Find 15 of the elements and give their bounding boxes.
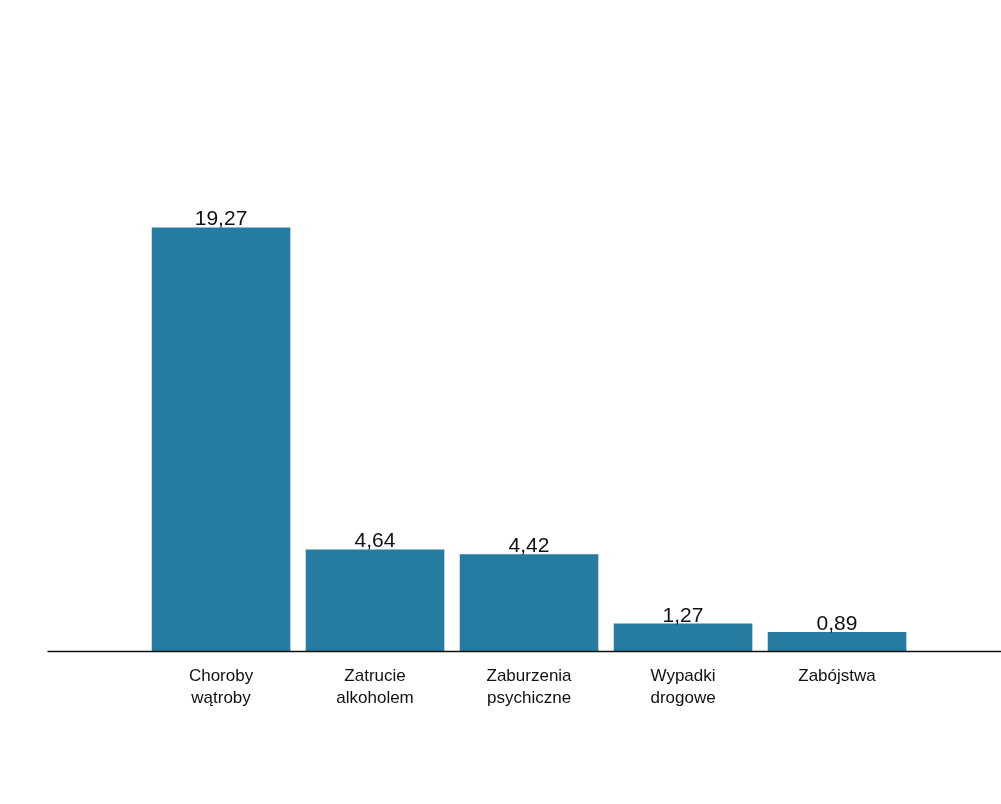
bar <box>459 554 599 652</box>
x-tick-label: Choroby wątroby <box>188 665 254 708</box>
bar <box>613 623 753 652</box>
data-label: 19,27 <box>194 206 248 230</box>
x-tick-label: Zabójstwa <box>798 665 877 685</box>
x-tick-label: Zatrucie alkoholem <box>336 665 414 708</box>
data-label: 1,27 <box>662 602 704 626</box>
data-label: 0,89 <box>816 610 858 634</box>
data-label: 4,42 <box>508 533 550 557</box>
bar <box>151 227 291 652</box>
bar <box>305 549 445 652</box>
x-tick-label: Wypadki drogowe <box>650 665 716 708</box>
x-tick-label: Zaburzenia psychiczne <box>486 665 573 708</box>
bar <box>767 631 907 652</box>
data-label: 4,64 <box>354 528 396 552</box>
